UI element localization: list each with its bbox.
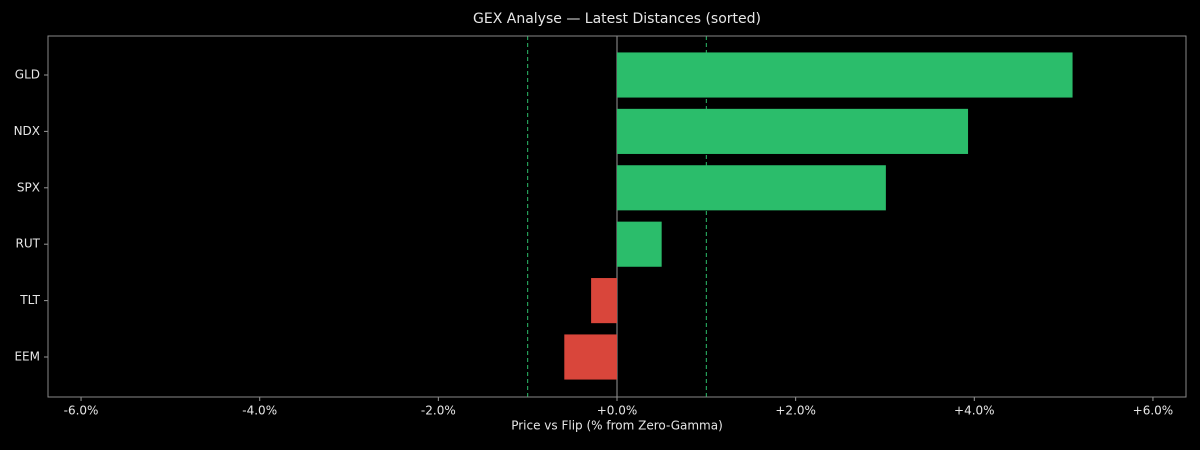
x-tick-label: -2.0% [421, 404, 456, 418]
bar [564, 334, 617, 380]
y-tick-label: TLT [19, 293, 40, 307]
y-tick-label: NDX [14, 124, 40, 138]
bar [617, 165, 886, 211]
y-tick-label: GLD [15, 68, 40, 82]
y-tick-label: RUT [16, 237, 41, 251]
chart-title: GEX Analyse — Latest Distances (sorted) [473, 11, 761, 27]
x-tick-label: +0.0% [597, 404, 638, 418]
plot-frame [47, 35, 1187, 398]
x-tick-label: -6.0% [64, 404, 99, 418]
x-axis-label: Price vs Flip (% from Zero-Gamma) [511, 419, 723, 433]
x-tick-label: +4.0% [954, 404, 995, 418]
bar [591, 278, 617, 324]
x-tick-label: +2.0% [775, 404, 816, 418]
y-tick-label: SPX [17, 180, 40, 194]
bar [617, 221, 662, 267]
bar [617, 108, 969, 154]
x-tick-label: -4.0% [242, 404, 277, 418]
x-tick-label: +6.0% [1133, 404, 1174, 418]
bar [617, 52, 1073, 98]
y-tick-label: EEM [14, 350, 40, 364]
